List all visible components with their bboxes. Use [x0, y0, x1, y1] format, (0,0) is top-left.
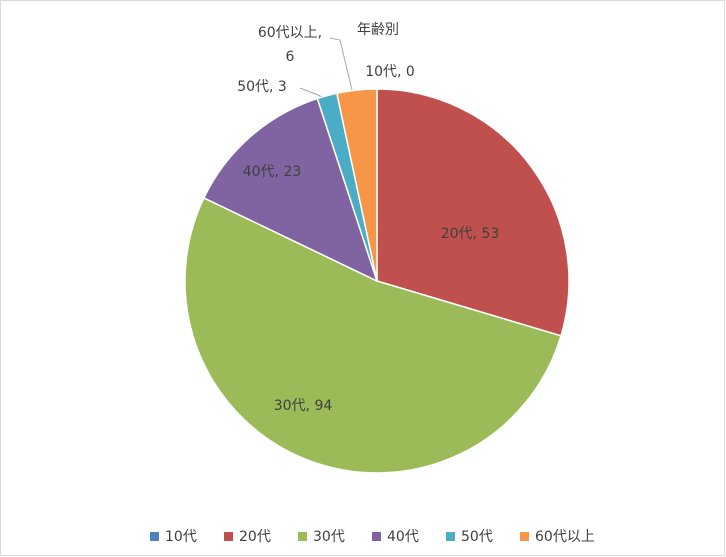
data-label: 10代, 0: [365, 64, 415, 80]
pie-slice: [184, 196, 562, 474]
data-label-line: 60代以上,: [258, 25, 322, 41]
chart-title: 年齢別: [357, 22, 399, 38]
legend-label: 60代以上: [535, 529, 595, 545]
leader-line: [329, 37, 353, 91]
data-label-line: 6: [286, 49, 295, 65]
legend-label: 10代: [165, 529, 197, 545]
legend-swatch: [150, 532, 159, 541]
legend-swatch: [224, 532, 233, 541]
legend-label: 40代: [387, 529, 419, 545]
data-label: 60代以上, 6: [258, 25, 322, 65]
legend-label: 20代: [239, 529, 271, 545]
legend-swatch: [446, 532, 455, 541]
data-label: 30代, 94: [274, 398, 333, 414]
legend-label: 30代: [313, 529, 345, 545]
legend-label: 50代: [461, 529, 493, 545]
pie-slice: [202, 97, 379, 283]
legend-swatch: [298, 532, 307, 541]
pie-slice: [335, 88, 378, 282]
data-label: 40代, 23: [243, 164, 302, 180]
pie-slice: [376, 88, 570, 337]
legend-swatch: [520, 532, 529, 541]
legend-swatch: [372, 532, 381, 541]
data-label: 20代, 53: [441, 226, 500, 242]
data-label: 50代, 3: [237, 79, 287, 95]
